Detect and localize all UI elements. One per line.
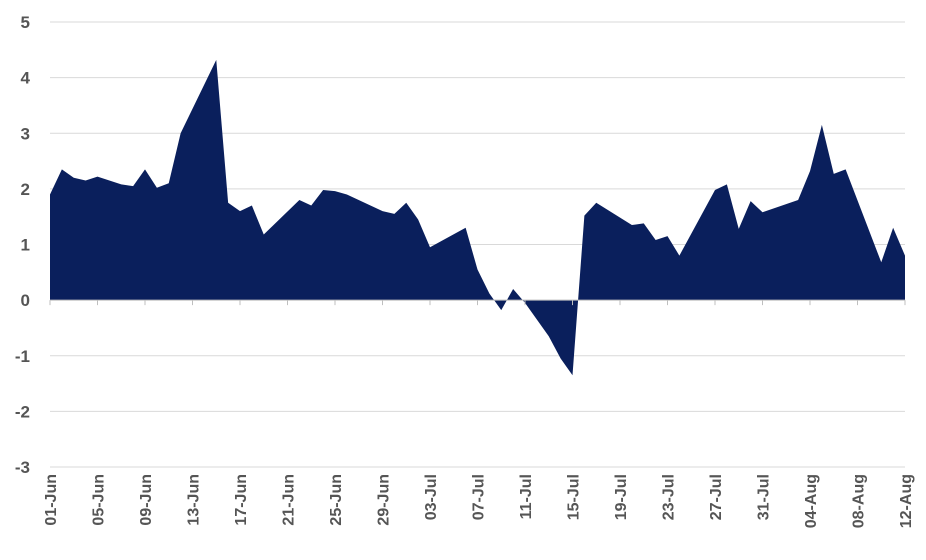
- x-axis-tick-labels: 01-Jun 05-Jun 09-Jun 13-Jun 17-Jun 21-Jun 25-J…: [43, 474, 915, 528]
- x-tick-label: 23-Jul: [661, 474, 678, 520]
- x-tick-label: 03-Jul: [423, 474, 440, 520]
- x-tick-label: 17-Jun: [233, 474, 250, 526]
- x-tick-label: 27-Jul: [708, 474, 725, 520]
- x-tick-label: 21-Jun: [281, 474, 298, 526]
- x-tick-label: 25-Jun: [328, 474, 345, 526]
- y-tick-label: 2: [21, 180, 30, 199]
- x-tick-label: 13-Jun: [186, 474, 203, 526]
- x-tick-label: 19-Jul: [613, 474, 630, 520]
- series-area: [50, 59, 905, 376]
- x-tick-label: 07-Jul: [471, 474, 488, 520]
- y-tick-label: -2: [15, 402, 30, 421]
- x-tick-label: 04-Aug: [803, 474, 820, 528]
- y-tick-label: 3: [21, 124, 30, 143]
- series-layer: [50, 59, 905, 376]
- y-tick-label: 4: [21, 69, 31, 88]
- y-tick-label: 0: [21, 291, 30, 310]
- x-tick-label: 11-Jul: [518, 474, 535, 519]
- x-tick-label: 29-Jun: [376, 474, 393, 526]
- x-tick-label: 31-Jul: [756, 474, 773, 520]
- y-tick-label: -1: [15, 347, 30, 366]
- axes: [49, 299, 906, 306]
- x-tick-label: 08-Aug: [851, 474, 868, 528]
- x-tick-label: 15-Jul: [566, 474, 583, 520]
- y-tick-label: -3: [15, 458, 30, 477]
- x-tick-label: 01-Jun: [43, 474, 60, 526]
- x-tick-label: 05-Jun: [91, 474, 108, 526]
- x-tick-label: 09-Jun: [138, 474, 155, 526]
- y-tick-label: 1: [21, 236, 30, 255]
- x-tick-label: 12-Aug: [898, 474, 915, 528]
- y-axis-tick-labels: -3 -2 -1 0 1 2 3 4 5: [15, 13, 31, 477]
- y-tick-label: 5: [21, 13, 30, 32]
